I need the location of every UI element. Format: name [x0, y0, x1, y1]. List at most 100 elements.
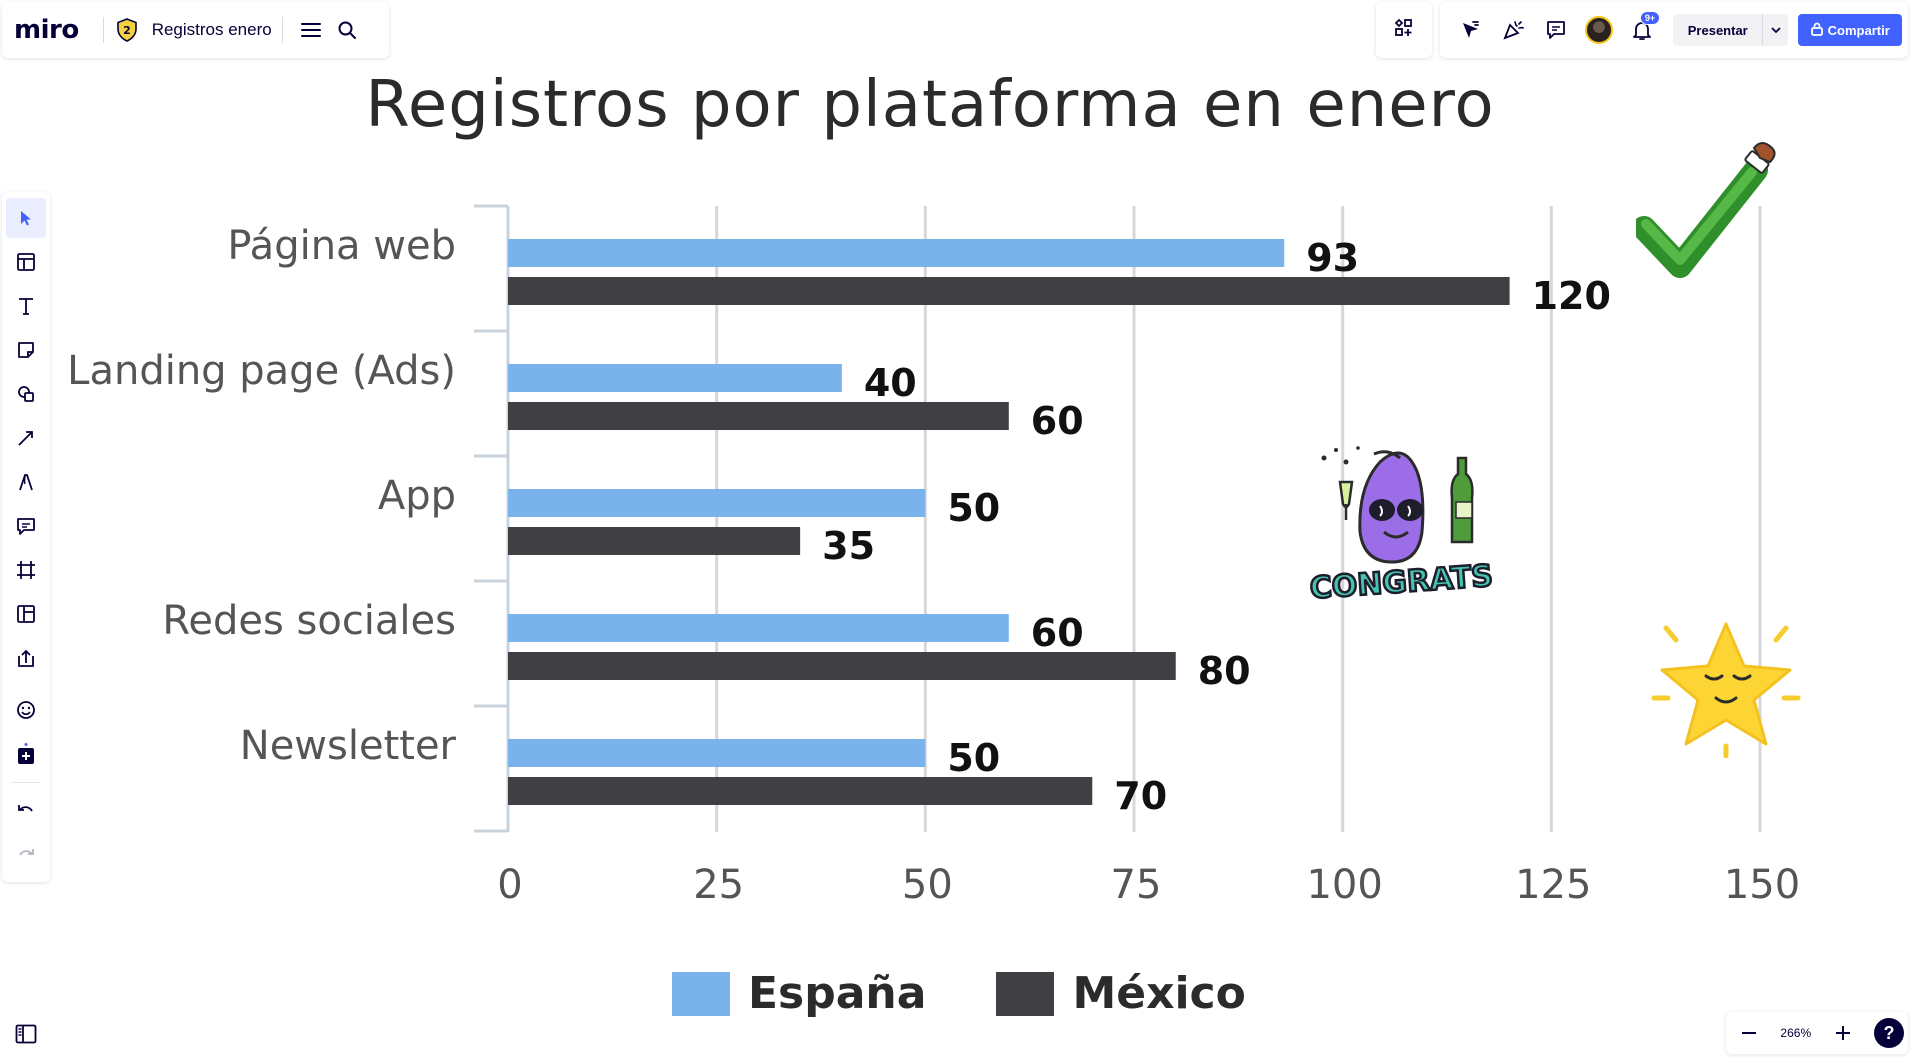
data-label: 120 — [1532, 274, 1611, 318]
comments-icon[interactable] — [1534, 8, 1577, 52]
sleepy-star-sticker-icon[interactable] — [1650, 618, 1802, 758]
apps-plus-icon — [1393, 17, 1415, 44]
share-label: Compartir — [1827, 22, 1890, 38]
apps-button[interactable] — [1376, 2, 1432, 58]
shapes-icon — [18, 386, 34, 402]
bar-espana — [508, 489, 926, 517]
x-tick-label: 50 — [902, 862, 953, 908]
user-avatar[interactable] — [1577, 8, 1620, 52]
top-left-bar: miro 2 Registros enero — [2, 2, 389, 58]
templates-icon — [17, 253, 35, 271]
x-tick-label: 125 — [1515, 862, 1591, 908]
svg-text:2: 2 — [123, 24, 131, 37]
add-apps-icon — [18, 743, 34, 764]
board-panel-toggle-icon[interactable] — [6, 1014, 46, 1054]
kanban-icon — [17, 605, 35, 623]
redo-button[interactable] — [6, 835, 46, 875]
chart-title[interactable]: Registros por plataforma en enero — [365, 68, 1495, 142]
cursor-reactions-icon[interactable] — [1448, 8, 1491, 52]
checkmark-sticker-icon[interactable] — [1636, 142, 1796, 286]
data-label: 93 — [1306, 236, 1359, 280]
undo-button[interactable] — [6, 791, 46, 831]
present-label: Presentar — [1687, 22, 1748, 38]
board-title[interactable]: Registros enero — [151, 20, 272, 39]
comment-tool[interactable] — [6, 506, 46, 546]
creation-toolbar — [2, 192, 50, 882]
upload-icon — [18, 649, 34, 667]
data-label: 50 — [947, 736, 1000, 780]
comment-icon — [17, 518, 35, 535]
pen-tool[interactable] — [6, 462, 46, 502]
chevron-down-icon[interactable] — [1762, 14, 1788, 46]
congrats-sticker-icon[interactable]: CONGRATS — [1310, 442, 1492, 614]
zoom-level[interactable]: 266% — [1780, 1026, 1812, 1040]
category-label: Landing page (Ads) — [67, 348, 456, 394]
zoom-in-button[interactable] — [1826, 1016, 1860, 1050]
help-button[interactable]: ? — [1873, 1018, 1904, 1048]
templates-tool[interactable] — [6, 242, 46, 282]
category-label: App — [378, 473, 456, 519]
search-icon[interactable] — [329, 12, 365, 48]
miro-logo[interactable]: miro — [14, 15, 79, 45]
apps-tool[interactable] — [6, 734, 46, 774]
category-label: Página web — [227, 223, 456, 269]
select-tool[interactable] — [6, 198, 46, 238]
notifications-bell-icon[interactable]: 9+ — [1620, 8, 1663, 52]
kanban-tool[interactable] — [6, 594, 46, 634]
zoom-out-button[interactable] — [1732, 1016, 1766, 1050]
connection-line-tool[interactable] — [6, 418, 46, 458]
frame-icon — [17, 561, 35, 579]
data-label: 40 — [864, 361, 917, 405]
bar-mexico — [508, 402, 1009, 430]
divider — [102, 17, 104, 43]
pen-icon — [19, 474, 33, 491]
x-tick-label: 0 — [497, 862, 522, 908]
text-tool[interactable] — [6, 286, 46, 326]
shapes-tool[interactable] — [6, 374, 46, 414]
data-label: 50 — [947, 486, 1000, 530]
lock-icon — [1810, 22, 1823, 39]
legend-label-espana: España — [748, 968, 927, 1019]
sticky-note-tool[interactable] — [6, 330, 46, 370]
congrats-sticker-text: CONGRATS — [1310, 559, 1492, 607]
celebrate-icon[interactable] — [1491, 8, 1534, 52]
share-button[interactable]: Compartir — [1798, 14, 1903, 46]
data-label: 60 — [1031, 399, 1084, 443]
arrow-line-icon — [18, 431, 33, 446]
emoji-sticker-icon — [17, 701, 35, 719]
data-label: 70 — [1114, 774, 1167, 818]
data-label: 35 — [822, 524, 875, 568]
bar-espana — [508, 614, 1009, 642]
x-tick-label: 150 — [1724, 862, 1800, 908]
divider — [11, 782, 41, 783]
zoom-controls: 266% ? — [1726, 1012, 1908, 1054]
bar-espana — [508, 239, 1285, 267]
sticky-note-icon — [18, 342, 34, 358]
category-label: Newsletter — [240, 723, 457, 769]
data-label: 80 — [1198, 649, 1251, 693]
bar-mexico — [508, 527, 801, 555]
x-tick-label: 75 — [1111, 862, 1162, 908]
menu-icon[interactable] — [293, 12, 329, 48]
chart-legend: España México — [672, 968, 1316, 1019]
undo-icon — [18, 805, 33, 812]
upload-tool[interactable] — [6, 638, 46, 678]
redo-icon — [19, 849, 34, 856]
text-icon — [19, 298, 33, 315]
bar-mexico — [508, 777, 1093, 805]
legend-swatch-mexico — [996, 971, 1055, 1016]
data-label: 60 — [1031, 611, 1084, 655]
bar-espana — [508, 739, 926, 767]
legend-item-mexico: México — [996, 968, 1246, 1019]
emoji-tool[interactable] — [6, 690, 46, 730]
frame-tool[interactable] — [6, 550, 46, 590]
bar-espana — [508, 364, 842, 392]
bar-mexico — [508, 652, 1176, 680]
notification-count-badge: 9+ — [1639, 11, 1661, 25]
board-plan-badge-icon[interactable]: 2 — [114, 17, 140, 43]
present-button[interactable]: Presentar — [1673, 14, 1789, 46]
divider — [281, 17, 283, 43]
avatar — [1584, 16, 1613, 44]
x-tick-label: 100 — [1306, 862, 1382, 908]
